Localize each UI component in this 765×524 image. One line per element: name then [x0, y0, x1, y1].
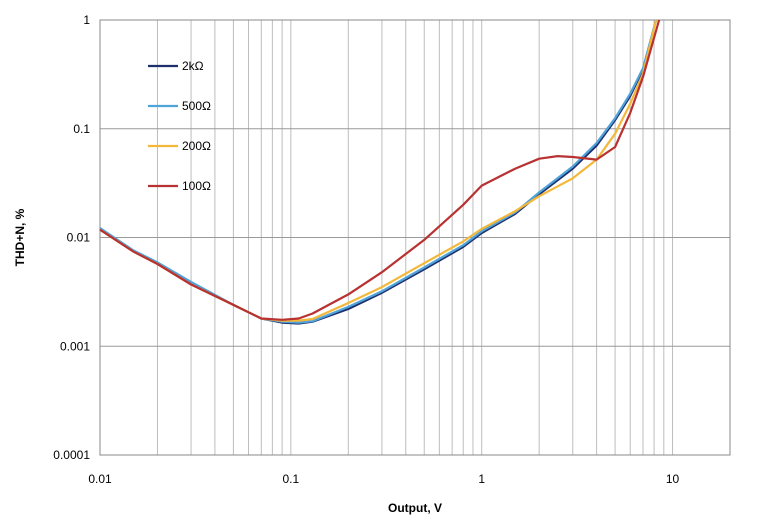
legend: 2kΩ 500Ω 200Ω 100Ω — [148, 59, 211, 193]
y-tick-label: 0.001 — [60, 339, 90, 353]
y-tick-label: 0.1 — [73, 122, 90, 136]
series-line-4 — [99, 19, 661, 321]
legend-label: 500Ω — [182, 99, 211, 113]
x-tick-label: 10 — [666, 472, 680, 486]
y-tick-labels: 1 0.1 0.01 0.001 0.0001 — [53, 13, 90, 462]
legend-label: 100Ω — [182, 179, 211, 193]
x-tick-label: 0.1 — [283, 472, 300, 486]
y-tick-label: 0.0001 — [53, 448, 90, 462]
x-tick-labels: 0.01 0.1 1 10 — [88, 472, 679, 486]
legend-label: 200Ω — [182, 139, 211, 153]
legend-label: 2kΩ — [182, 59, 204, 73]
plot-frame — [99, 19, 731, 456]
x-tick-label: 1 — [478, 472, 485, 486]
x-axis-label: Output, V — [388, 501, 442, 515]
y-tick-label: 0.01 — [67, 231, 91, 245]
y-tick-label: 1 — [83, 13, 90, 27]
y-axis-label: THD+N, % — [13, 208, 27, 266]
x-tick-label: 0.01 — [88, 472, 112, 486]
series-line-2 — [99, 19, 658, 324]
series-group — [99, 19, 661, 325]
